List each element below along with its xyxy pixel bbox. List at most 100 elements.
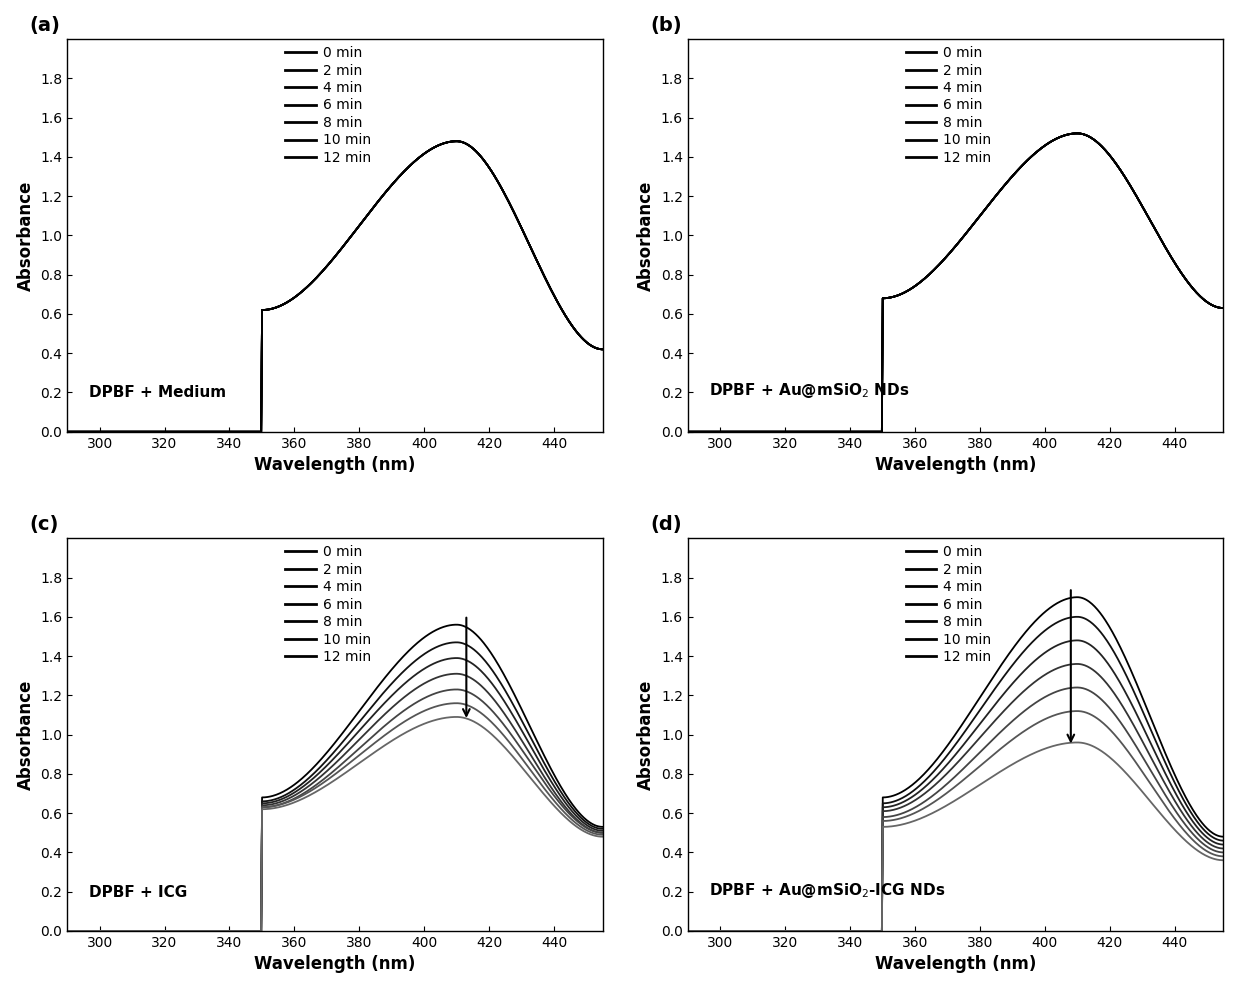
4 min <box>449 652 464 664</box>
Text: DPBF + Medium: DPBF + Medium <box>88 385 226 400</box>
4 min <box>1216 839 1231 850</box>
Line: 10 min: 10 min <box>67 142 603 432</box>
Line: 4 min: 4 min <box>688 134 1224 432</box>
0 min <box>376 674 391 686</box>
8 min <box>595 827 610 839</box>
12 min <box>1085 133 1100 145</box>
12 min <box>418 148 433 159</box>
6 min <box>464 142 479 153</box>
2 min <box>595 344 610 355</box>
8 min <box>197 925 212 937</box>
6 min <box>1216 842 1231 854</box>
12 min <box>155 925 170 937</box>
8 min <box>1038 691 1053 703</box>
6 min <box>681 426 696 438</box>
0 min <box>681 925 696 937</box>
0 min <box>1085 598 1100 610</box>
2 min <box>1070 128 1085 140</box>
4 min <box>155 426 170 438</box>
12 min <box>996 763 1011 775</box>
12 min <box>376 741 391 752</box>
Line: 2 min: 2 min <box>67 643 603 931</box>
10 min <box>818 925 833 937</box>
8 min <box>1070 681 1085 693</box>
6 min <box>775 426 790 438</box>
12 min <box>775 426 790 438</box>
0 min <box>449 136 464 148</box>
0 min <box>449 619 464 631</box>
2 min <box>595 823 610 835</box>
0 min <box>1216 831 1231 842</box>
2 min <box>197 426 212 438</box>
Text: (c): (c) <box>30 516 60 535</box>
4 min <box>1038 646 1053 658</box>
10 min <box>775 925 790 937</box>
2 min <box>996 671 1011 683</box>
10 min <box>197 925 212 937</box>
8 min <box>449 683 464 695</box>
4 min <box>775 925 790 937</box>
12 min <box>1216 854 1231 866</box>
6 min <box>681 925 696 937</box>
10 min <box>595 829 610 841</box>
4 min <box>775 426 790 438</box>
2 min <box>303 771 317 783</box>
8 min <box>1216 846 1231 858</box>
2 min <box>1216 835 1231 846</box>
8 min <box>775 426 790 438</box>
4 min <box>996 180 1011 192</box>
8 min <box>996 724 1011 736</box>
10 min <box>1216 302 1231 314</box>
2 min <box>818 925 833 937</box>
6 min <box>60 426 74 438</box>
4 min <box>923 776 937 788</box>
12 min <box>595 831 610 842</box>
8 min <box>923 267 937 279</box>
4 min <box>681 925 696 937</box>
0 min <box>60 426 74 438</box>
2 min <box>1216 302 1231 314</box>
10 min <box>818 426 833 438</box>
12 min <box>197 426 212 438</box>
Line: 0 min: 0 min <box>67 142 603 432</box>
2 min <box>60 426 74 438</box>
6 min <box>449 136 464 148</box>
8 min <box>681 426 696 438</box>
2 min <box>60 925 74 937</box>
0 min <box>775 925 790 937</box>
8 min <box>464 142 479 153</box>
6 min <box>996 706 1011 718</box>
10 min <box>376 190 391 202</box>
6 min <box>197 925 212 937</box>
8 min <box>996 180 1011 192</box>
6 min <box>818 426 833 438</box>
10 min <box>775 426 790 438</box>
Line: 12 min: 12 min <box>67 142 603 432</box>
Line: 12 min: 12 min <box>688 742 1224 931</box>
0 min <box>681 426 696 438</box>
2 min <box>449 136 464 148</box>
4 min <box>818 426 833 438</box>
0 min <box>923 761 937 773</box>
8 min <box>60 925 74 937</box>
Line: 4 min: 4 min <box>67 142 603 432</box>
8 min <box>155 426 170 438</box>
Line: 8 min: 8 min <box>688 134 1224 432</box>
6 min <box>595 344 610 355</box>
2 min <box>376 688 391 700</box>
Line: 8 min: 8 min <box>67 142 603 432</box>
10 min <box>1070 705 1085 717</box>
4 min <box>60 925 74 937</box>
12 min <box>681 925 696 937</box>
12 min <box>155 426 170 438</box>
10 min <box>155 925 170 937</box>
2 min <box>681 426 696 438</box>
10 min <box>1085 709 1100 721</box>
8 min <box>1085 686 1100 698</box>
12 min <box>775 925 790 937</box>
10 min <box>1038 140 1053 151</box>
4 min <box>376 699 391 711</box>
10 min <box>1070 128 1085 140</box>
2 min <box>464 142 479 153</box>
10 min <box>60 426 74 438</box>
